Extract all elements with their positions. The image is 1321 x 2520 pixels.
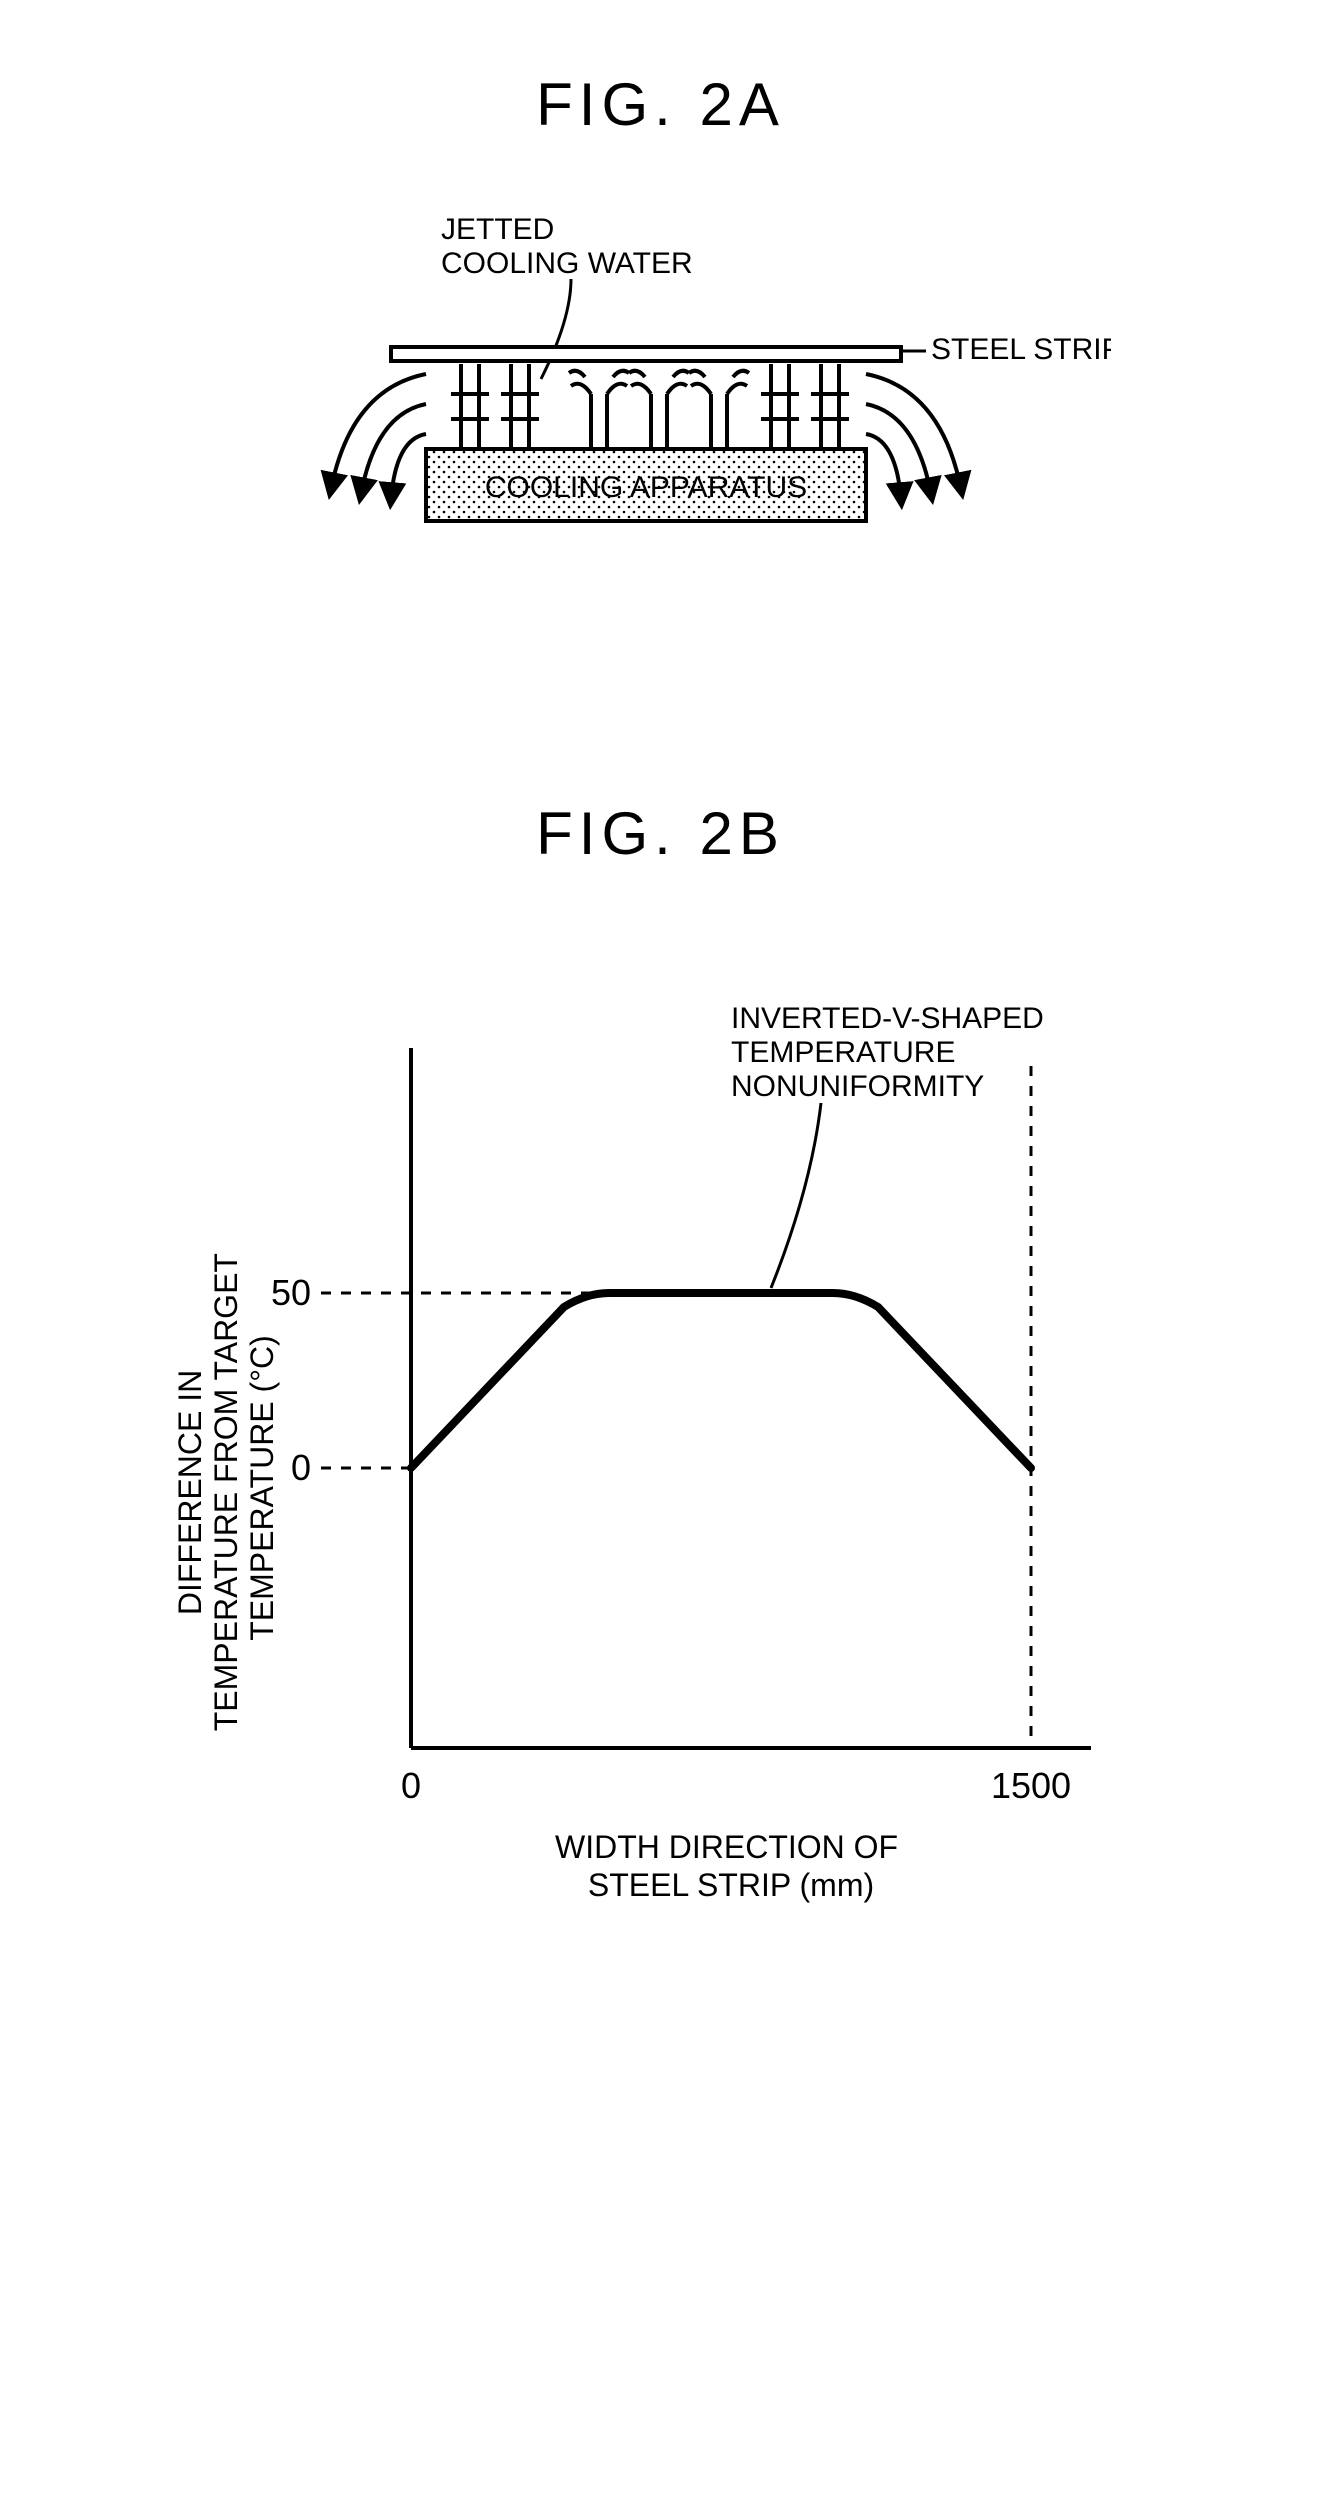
y-axis-label: DIFFERENCE IN TEMPERATURE FROM TARGET TE… <box>172 1245 280 1732</box>
svg-text:DIFFERENCE IN TEMPER: DIFFERENCE IN TEMPERATURE FROM TARGET TE… <box>172 1245 280 1732</box>
fig2b-chart: DIFFERENCE IN TEMPERATURE FROM TARGET TE… <box>111 928 1211 1928</box>
fig2a-diagram: JETTED COOLING WATER STEEL STRIP COOLING… <box>211 199 1111 619</box>
ytick-50: 50 <box>270 1272 310 1313</box>
annotation-leader <box>771 1103 821 1288</box>
ytick-0: 0 <box>290 1447 310 1488</box>
label-apparatus: COOLING APPARATUS <box>484 471 806 504</box>
fig2b-title: FIG. 2B <box>41 799 1281 868</box>
xtick-1500: 1500 <box>990 1765 1070 1806</box>
annotation-label: INVERTED-V-SHAPED TEMPERATURE NONUNIFORM… <box>731 1002 1052 1103</box>
label-jetted: JETTED COOLING WATER <box>441 213 693 280</box>
temperature-curve <box>411 1293 1031 1468</box>
xtick-0: 0 <box>400 1765 420 1806</box>
label-steel: STEEL STRIP <box>931 333 1111 366</box>
runoff-right <box>866 374 961 499</box>
fig2a-title: FIG. 2A <box>41 70 1281 139</box>
leader-jetted <box>541 279 571 379</box>
x-axis-label: WIDTH DIRECTION OF STEEL STRIP (mm) <box>555 1829 907 1903</box>
jets <box>451 364 849 449</box>
runoff-left <box>331 374 426 499</box>
steel-strip <box>391 347 901 361</box>
